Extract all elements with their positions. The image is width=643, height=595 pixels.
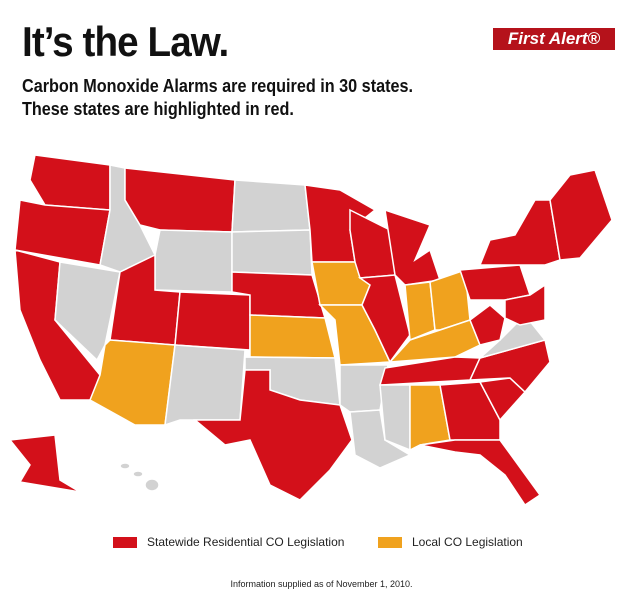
state-hi bbox=[132, 470, 144, 478]
page-title: It’s the Law. bbox=[22, 18, 229, 65]
state-mi bbox=[384, 208, 441, 286]
state-wa bbox=[29, 154, 111, 211]
state-hi bbox=[144, 478, 160, 492]
legend-label: Statewide Residential CO Legislation bbox=[147, 535, 345, 549]
state-nd bbox=[231, 179, 311, 233]
state-ak bbox=[8, 434, 81, 493]
state-wy bbox=[154, 229, 233, 293]
footnote: Information supplied as of November 1, 2… bbox=[230, 579, 413, 589]
legend-item-local: Local CO Legislation bbox=[378, 535, 523, 549]
state-mt bbox=[124, 167, 236, 233]
state-nv bbox=[54, 261, 121, 362]
state-la bbox=[349, 409, 412, 469]
state-nm bbox=[164, 344, 246, 427]
state-il bbox=[357, 274, 411, 364]
state-sd bbox=[231, 229, 313, 276]
us-map bbox=[8, 154, 613, 507]
state-ms bbox=[379, 384, 411, 452]
legend-swatch-orange bbox=[378, 536, 402, 548]
state-co bbox=[174, 291, 251, 351]
state-pa bbox=[458, 264, 531, 301]
first-alert-logo: First Alert® bbox=[493, 28, 615, 50]
state-new-england bbox=[549, 169, 613, 261]
state-az bbox=[89, 339, 176, 426]
state-fl bbox=[419, 439, 542, 507]
state-ny bbox=[478, 199, 561, 266]
subtitle-line-1: Carbon Monoxide Alarms are required in 3… bbox=[22, 76, 414, 96]
state-ks bbox=[249, 314, 336, 359]
legend-label: Local CO Legislation bbox=[412, 535, 523, 549]
state-wv bbox=[469, 304, 506, 346]
state-hi bbox=[119, 462, 131, 470]
legend-item-statewide: Statewide Residential CO Legislation bbox=[113, 535, 344, 549]
state-md-de-nj bbox=[504, 283, 546, 326]
state-tx bbox=[192, 369, 353, 501]
subtitle-line-2: These states are highlighted in red. bbox=[22, 99, 294, 119]
legend-swatch-red bbox=[113, 536, 137, 548]
